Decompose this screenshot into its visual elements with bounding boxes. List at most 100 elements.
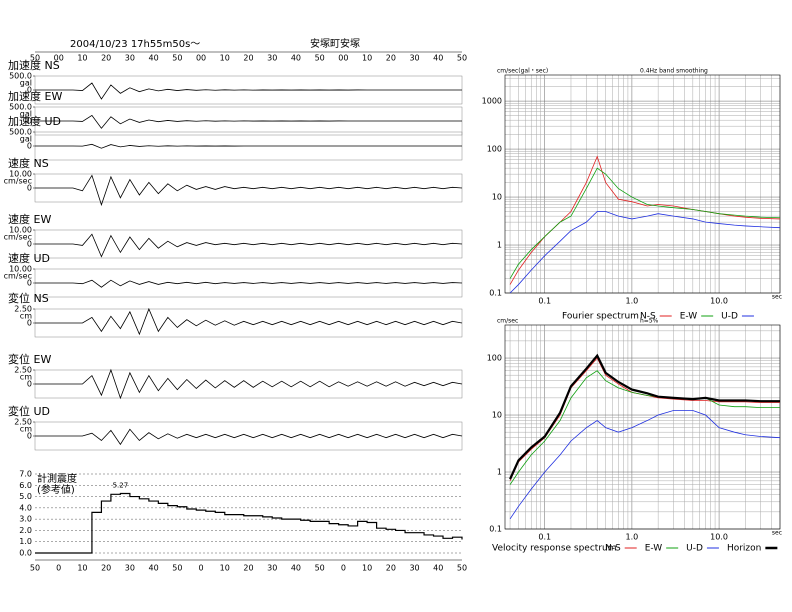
- trace-tick-label: 0: [27, 319, 32, 328]
- chart-title: 計測震度: [37, 472, 77, 485]
- trace-unit: cm: [20, 312, 32, 321]
- trace-unit: gal: [20, 135, 32, 144]
- trace-tick-label: 0: [27, 142, 32, 151]
- legend-label: U-D: [721, 312, 738, 322]
- trace-tick-label: 2.50: [14, 305, 32, 314]
- waveform: [35, 368, 463, 400]
- spectrum-line: [509, 410, 781, 520]
- time-tick-label: 50: [315, 54, 325, 63]
- x-tick-label: 10: [77, 564, 87, 573]
- y-tick-label: 2.0: [19, 526, 32, 535]
- trace-tick-label: 10.00: [9, 170, 32, 179]
- x-tick-label: 1.0: [626, 297, 639, 306]
- y-tick-label: 1: [497, 468, 502, 477]
- legend-label: Horizon: [727, 544, 761, 554]
- plot-frame: [504, 324, 781, 530]
- x-tick-label: 40: [433, 564, 443, 573]
- spectrum-line: [509, 211, 781, 294]
- x-tick-label: 0.1: [538, 533, 551, 542]
- x-tick-label: 50: [315, 564, 325, 573]
- trace-name: 変位 UD: [8, 404, 50, 418]
- record-time: 2004/10/23 17h55m50s～: [70, 39, 200, 50]
- time-tick-label: 40: [433, 54, 443, 63]
- trace-unit: gal: [20, 110, 32, 119]
- plot-frame: [504, 74, 781, 294]
- time-tick-label: 30: [125, 54, 135, 63]
- waveform: [35, 279, 463, 288]
- x-tick-label: 0.1: [538, 297, 551, 306]
- spectrum-line: [509, 167, 781, 279]
- time-tick-label: 50: [172, 54, 182, 63]
- waveform: [35, 174, 463, 207]
- time-tick-label: 50: [457, 54, 467, 63]
- trace-tick-label: 0: [27, 117, 32, 126]
- trace-name: 速度 NS: [8, 156, 49, 170]
- x-tick-label: 20: [386, 564, 396, 573]
- x-tick-label: 20: [243, 564, 253, 573]
- waveform: [35, 114, 463, 129]
- time-tick-label: 20: [386, 54, 396, 63]
- trace-name: 速度 EW: [8, 212, 51, 226]
- x-tick-label: 20: [101, 564, 111, 573]
- y-tick-label: 4.0: [19, 503, 32, 512]
- time-tick-label: 10: [362, 54, 372, 63]
- legend-title: Velocity response spectrum: [492, 544, 617, 554]
- x-tick-label: 50: [457, 564, 467, 573]
- x-tick-label: 10: [362, 564, 372, 573]
- x-tick-label: 0: [199, 564, 204, 573]
- time-tick-label: 10: [220, 54, 230, 63]
- time-tick-label: 00: [54, 54, 64, 63]
- station-name: 安塚町安塚: [310, 37, 360, 50]
- y-tick-label: 1000: [482, 97, 502, 106]
- trace-name: 加速度 EW: [8, 89, 62, 103]
- x-tick-label: 0: [56, 564, 61, 573]
- trace-name: 変位 EW: [8, 352, 51, 366]
- waveform: [35, 143, 463, 149]
- trace-tick-label: 0: [27, 279, 32, 288]
- x-axis-label: sec: [772, 294, 782, 301]
- waveform: [35, 82, 463, 100]
- legend-label: U-D: [686, 544, 703, 554]
- trace-unit: cm/sec: [4, 272, 32, 281]
- trace-tick-label: 2.50: [14, 366, 32, 375]
- chart-subtitle: (参考値): [37, 483, 75, 496]
- trace-tick-label: 2.50: [14, 418, 32, 427]
- y-axis-label: cm/sec: [497, 318, 518, 325]
- trace-tick-label: 10.00: [9, 226, 32, 235]
- trace-tick-label: 10.00: [9, 265, 32, 274]
- trace-unit: cm/sec: [4, 177, 32, 186]
- waveform: [35, 307, 463, 336]
- y-tick-label: 5.0: [19, 492, 32, 501]
- time-tick-label: 40: [291, 54, 301, 63]
- y-tick-label: 7.0: [19, 470, 32, 479]
- time-tick-label: 10: [77, 54, 87, 63]
- spectrum-line: [509, 370, 780, 485]
- trace-unit: cm: [20, 425, 32, 434]
- trace-name: 加速度 NS: [8, 58, 60, 72]
- y-tick-label: 10: [492, 411, 502, 420]
- chart-subtitle: h=5%: [640, 318, 659, 325]
- time-tick-label: 30: [409, 54, 419, 63]
- trace-tick-label: 0: [27, 380, 32, 389]
- time-tick-label: 40: [149, 54, 159, 63]
- x-tick-label: 40: [149, 564, 159, 573]
- y-axis-label: cm/sec(gal・sec): [497, 68, 548, 75]
- legend-label: N-S: [605, 544, 621, 554]
- trace-tick-label: 0: [27, 432, 32, 441]
- spectrum-line: [509, 353, 780, 480]
- legend-label: N-S: [640, 312, 656, 322]
- legend-label: E-W: [645, 544, 663, 554]
- waveform: [35, 428, 463, 446]
- trace-name: 速度 UD: [8, 251, 50, 265]
- y-tick-label: 0.0: [19, 549, 32, 558]
- y-tick-label: 100: [487, 145, 502, 154]
- waveform: [35, 233, 463, 258]
- trace-tick-label: 0: [27, 86, 32, 95]
- y-tick-label: 1: [497, 241, 502, 250]
- x-tick-label: 30: [409, 564, 419, 573]
- intensity-line: [35, 492, 463, 554]
- x-tick-label: 10.0: [710, 297, 728, 306]
- chart-subtitle: 0.4Hz band smoothing: [640, 68, 708, 75]
